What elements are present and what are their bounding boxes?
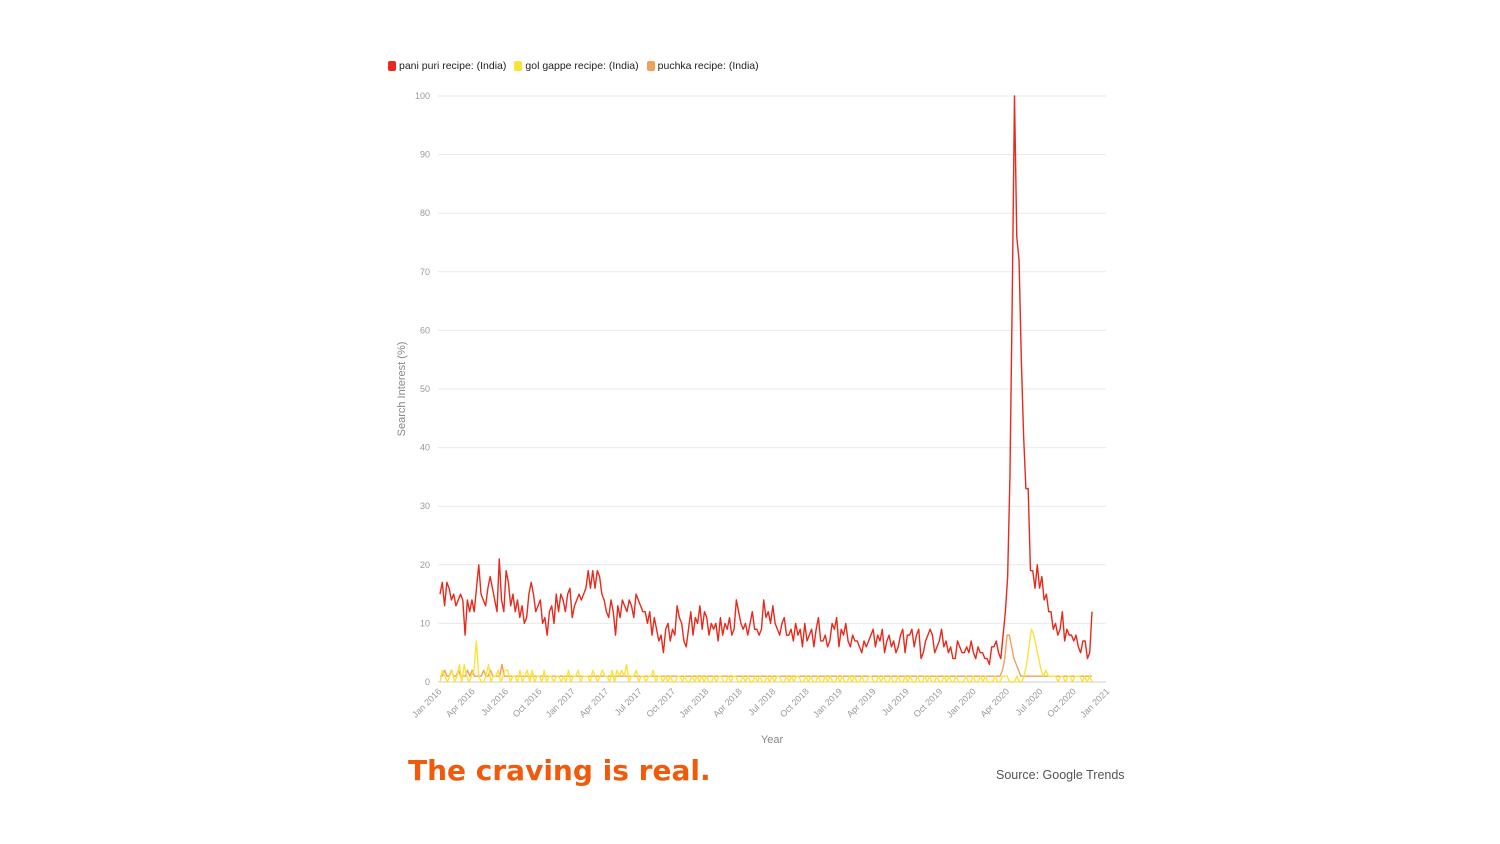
y-tick-label: 60	[420, 325, 430, 335]
x-tick-label: Oct 2019	[912, 686, 945, 719]
chart-legend: pani puri recipe: (India) gol gappe reci…	[388, 60, 759, 72]
x-tick-label: Jan 2018	[677, 686, 710, 719]
x-tick-label: Apr 2016	[444, 686, 477, 719]
source-credit: Source: Google Trends	[996, 768, 1125, 782]
y-tick-label: 10	[420, 618, 430, 628]
legend-item-gol-gappe[interactable]: gol gappe recipe: (India)	[514, 60, 639, 72]
x-tick-label: Apr 2019	[845, 686, 878, 719]
x-tick-label: Jul 2018	[746, 686, 777, 717]
x-tick-label: Jan 2020	[945, 686, 978, 719]
x-tick-label: Jan 2019	[811, 686, 844, 719]
series-lines	[439, 95, 1093, 683]
x-tick-label: Apr 2020	[978, 686, 1011, 719]
y-tick-label: 80	[420, 208, 430, 218]
y-tick-label: 100	[415, 91, 430, 101]
legend-swatch-gol-gappe	[514, 61, 523, 71]
y-axis-label: Search Interest (%)	[396, 342, 408, 437]
legend-label-gol-gappe: gol gappe recipe: (India)	[525, 60, 639, 72]
x-tick-label: Apr 2018	[711, 686, 744, 719]
x-axis-ticks: Jan 2016 Apr 2016 Jul 2016 Oct 2016 Jan 2017…	[410, 686, 1111, 719]
legend-label-puchka: puchka recipe: (India)	[657, 60, 759, 72]
x-tick-label: Jul 2019	[880, 686, 911, 717]
x-tick-label: Jan 2016	[410, 686, 443, 719]
x-tick-label: Oct 2017	[644, 686, 677, 719]
y-tick-label: 40	[420, 443, 430, 453]
series-line-1	[439, 628, 1093, 683]
y-axis-ticks: 0 10 20 30 40 50 60 70 80 90 100	[415, 91, 430, 687]
x-axis-label: Year	[761, 734, 784, 746]
y-tick-label: 90	[420, 150, 430, 160]
y-tick-label: 50	[420, 384, 430, 394]
series-line-0	[439, 95, 1093, 666]
caption-headline: The craving is real.	[408, 754, 711, 787]
legend-label-pani-puri: pani puri recipe: (India)	[399, 60, 507, 72]
y-tick-label: 20	[420, 560, 430, 570]
y-tick-label: 70	[420, 267, 430, 277]
x-tick-label: Jul 2020	[1013, 686, 1044, 717]
x-tick-label: Jan 2021	[1078, 686, 1111, 719]
series-line-2	[440, 634, 1092, 677]
x-tick-label: Apr 2017	[578, 686, 611, 719]
legend-item-pani-puri[interactable]: pani puri recipe: (India)	[388, 60, 506, 72]
legend-swatch-pani-puri	[388, 61, 396, 71]
legend-item-puchka[interactable]: puchka recipe: (India)	[646, 60, 759, 72]
y-tick-label: 30	[420, 501, 430, 511]
x-tick-label: Oct 2018	[778, 686, 811, 719]
x-tick-label: Jan 2017	[544, 686, 577, 719]
x-tick-label: Jul 2016	[479, 686, 510, 717]
x-tick-label: Oct 2016	[511, 686, 544, 719]
legend-swatch-puchka	[646, 61, 655, 71]
x-tick-label: Oct 2020	[1045, 686, 1078, 719]
gridlines	[438, 95, 1106, 683]
y-tick-label: 0	[425, 677, 430, 687]
x-tick-label: Jul 2017	[613, 686, 644, 717]
